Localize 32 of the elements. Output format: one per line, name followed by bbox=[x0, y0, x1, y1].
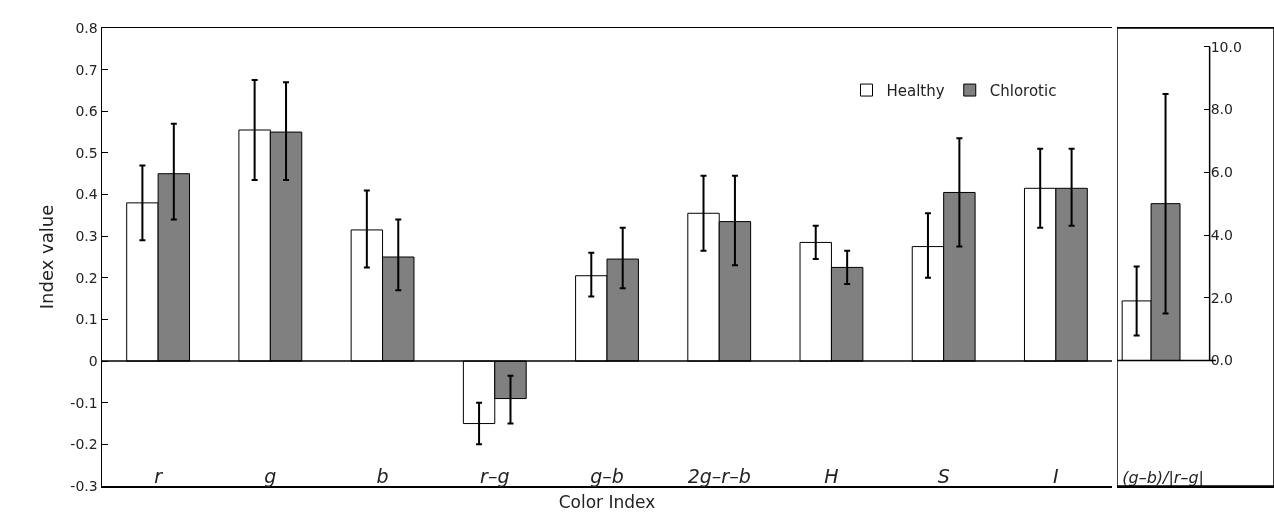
y-tick-label: 0.5 bbox=[75, 144, 98, 161]
y-tick-label: 0.4 bbox=[75, 186, 98, 203]
y-tick-label: -0.3 bbox=[70, 477, 98, 494]
x-tick-label: I bbox=[1053, 465, 1060, 487]
x-axis-title: Color Index bbox=[558, 492, 656, 513]
x-tick-label: r bbox=[154, 465, 164, 487]
y-tick-label: 0.8 bbox=[75, 19, 98, 36]
y-tick-label: 4.0 bbox=[1210, 226, 1233, 243]
y-tick-label: -0.1 bbox=[70, 394, 98, 411]
y-tick-label: 0 bbox=[88, 352, 98, 369]
x-tick-label: H bbox=[824, 465, 839, 487]
y-tick-label: 2.0 bbox=[1210, 289, 1233, 306]
x-tick-label: (g–b)/|r–g| bbox=[1122, 468, 1204, 487]
y-tick-label: 6.0 bbox=[1210, 164, 1233, 181]
y-tick-label: 0.0 bbox=[1210, 352, 1233, 369]
legend-label: Chlorotic bbox=[989, 81, 1057, 100]
y-tick-label: 0.1 bbox=[75, 311, 98, 328]
y-tick-label: 10.0 bbox=[1210, 38, 1242, 55]
x-tick-label: b bbox=[376, 465, 389, 487]
y-tick-label: 0.2 bbox=[75, 269, 98, 286]
legend-label: Healthy bbox=[886, 81, 945, 100]
y-axis-title: Index value bbox=[35, 204, 57, 310]
y-tick-label: 8.0 bbox=[1210, 101, 1233, 118]
y-tick-label: 0.6 bbox=[75, 103, 98, 120]
y-tick-label: -0.2 bbox=[70, 436, 98, 453]
x-tick-label: 2g–r–b bbox=[687, 465, 751, 487]
y-tick-label: 0.7 bbox=[75, 61, 98, 78]
x-tick-label: S bbox=[937, 465, 950, 487]
x-tick-label: r–g bbox=[480, 465, 510, 487]
y-tick-label: 0.3 bbox=[75, 228, 98, 245]
x-tick-label: g–b bbox=[590, 465, 624, 487]
x-tick-label: g bbox=[264, 465, 277, 487]
